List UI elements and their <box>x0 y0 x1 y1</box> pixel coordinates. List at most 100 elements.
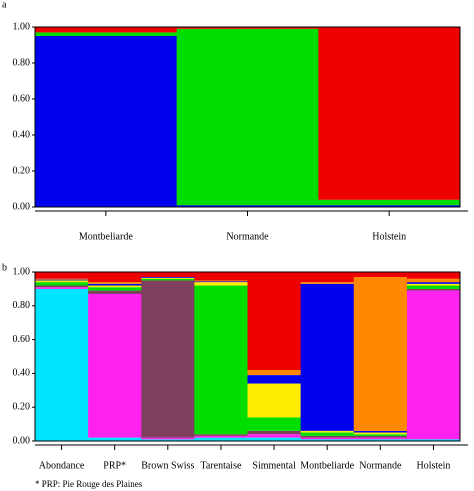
bar-segment <box>35 36 177 207</box>
bar-segment <box>141 272 195 278</box>
bar-segment <box>300 435 355 438</box>
bar-segment <box>406 439 461 441</box>
bar-segment <box>353 434 408 436</box>
y-tick-label: 0.40 <box>13 368 31 379</box>
bar-segment <box>88 290 142 294</box>
bar-segment <box>194 282 248 286</box>
bar-segment <box>406 278 461 283</box>
y-tick-label: 0.00 <box>13 201 31 212</box>
y-tick-label: 0.60 <box>13 334 31 345</box>
y-tick-label: 0.20 <box>13 401 31 412</box>
y-tick-label: 0.00 <box>13 435 31 446</box>
bar-segment <box>141 437 195 440</box>
bar-segment <box>88 285 142 288</box>
bar-segment <box>194 281 248 283</box>
bar-segment <box>406 290 461 440</box>
x-tick-label: Tarentaise <box>200 460 242 471</box>
bar-segment <box>353 277 408 431</box>
bar-segment <box>300 282 355 284</box>
bar-segment <box>35 278 89 280</box>
bar-segment <box>194 280 248 282</box>
bar-segment <box>35 27 177 33</box>
bar-segment <box>300 437 355 440</box>
bar-segment <box>35 285 89 288</box>
bar-segment <box>141 277 195 279</box>
bar-segment <box>141 280 195 438</box>
bar-segment <box>194 435 248 438</box>
bar-segment <box>141 439 195 441</box>
x-tick-label: Normande <box>359 460 402 471</box>
x-tick-label: Holstein <box>372 231 406 242</box>
bar-segment <box>318 199 461 206</box>
bar-segment <box>406 283 461 286</box>
bar-segment <box>35 32 177 36</box>
bar-segment <box>247 375 301 384</box>
x-tick-label: PRP* <box>103 460 126 471</box>
x-tick-label: Montbeliarde <box>300 460 354 471</box>
bar-segment <box>247 417 301 431</box>
bar-segment <box>353 430 408 433</box>
y-tick-label: 0.60 <box>13 93 31 104</box>
bar-segment <box>353 435 408 438</box>
bar-segment <box>406 282 461 284</box>
bar-segment <box>35 288 89 441</box>
bar-segment <box>247 437 301 441</box>
bar-segment <box>300 432 355 436</box>
y-tick-label: 0.20 <box>13 165 31 176</box>
bar-segment <box>353 272 408 278</box>
bar-segment <box>141 277 195 278</box>
panel-label: b <box>2 262 7 273</box>
bar-segment <box>353 432 408 435</box>
bar-segment <box>353 437 408 440</box>
bar-segment <box>35 282 89 286</box>
bar-segment <box>300 439 355 441</box>
bar-segment <box>300 430 355 433</box>
plot-frame <box>34 271 461 442</box>
bar-segment <box>247 383 301 418</box>
bar-segment <box>176 28 319 206</box>
bar-segment <box>406 285 461 289</box>
y-tick-label: 0.80 <box>13 300 31 311</box>
bar-segment <box>35 272 89 279</box>
bar-segment <box>300 283 355 431</box>
bar-segment <box>194 285 248 435</box>
bar-segment <box>194 437 248 441</box>
bar-segment <box>194 434 248 436</box>
bar-segment <box>176 205 319 207</box>
bar-segment <box>406 288 461 291</box>
bar-segment <box>406 272 461 279</box>
y-tick-label: 1.00 <box>13 266 31 277</box>
bar-segment <box>247 430 301 435</box>
bar-segment <box>35 280 89 283</box>
bar-segment <box>247 434 301 438</box>
footnote: * PRP: Pie Rouge des Plaines <box>35 479 143 489</box>
panel-label: a <box>2 0 7 10</box>
bar-segment <box>88 437 142 441</box>
bar-segment <box>88 283 142 286</box>
x-tick-label: Holstein <box>416 460 450 471</box>
x-tick-label: Montbeliarde <box>79 231 133 242</box>
x-tick-label: Simmental <box>252 460 296 471</box>
bar-segment <box>247 272 301 371</box>
bar-segment <box>318 27 461 200</box>
bar-segment <box>35 279 89 281</box>
plot-frame <box>34 26 461 208</box>
bar-segment <box>141 278 195 281</box>
bar-segment <box>176 27 319 29</box>
bar-segment <box>300 272 355 283</box>
y-tick-label: 0.80 <box>13 57 31 68</box>
y-tick-label: 1.00 <box>13 21 31 32</box>
bar-segment <box>88 272 142 283</box>
bar-segment <box>88 282 142 284</box>
bar-segment <box>35 287 89 289</box>
bar-segment <box>194 272 248 281</box>
y-tick-label: 0.40 <box>13 129 31 140</box>
bar-segment <box>353 439 408 441</box>
bar-segment <box>88 293 142 438</box>
bar-segment <box>88 287 142 291</box>
bar-segment <box>247 370 301 376</box>
x-tick-label: Normande <box>226 231 269 242</box>
x-tick-label: Abondance <box>39 460 85 471</box>
x-tick-label: Brown Swiss <box>141 460 194 471</box>
